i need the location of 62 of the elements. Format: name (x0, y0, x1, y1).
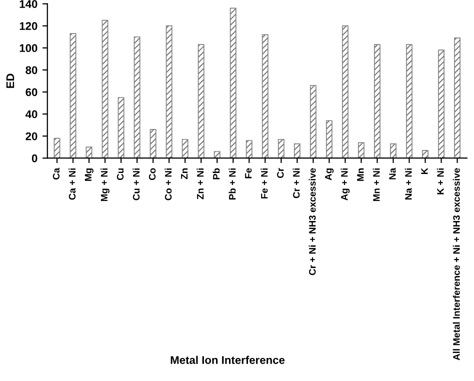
x-tick-label: Ag + Ni (340, 168, 350, 200)
x-tick-label: K (421, 168, 428, 174)
bar (182, 138, 188, 158)
x-tick-label: Ca (52, 168, 60, 180)
bar (454, 38, 461, 158)
bar (294, 143, 300, 158)
x-tick-label: Fe + Ni (260, 168, 268, 198)
y-tick-label: 20 (26, 132, 38, 140)
x-tick-label: Zn + Ni (196, 168, 204, 200)
x-tick-label: Pb (212, 168, 220, 180)
y-tick-label: 140 (20, 0, 38, 8)
x-tick-label: Mg (84, 168, 94, 181)
bar (406, 44, 412, 158)
y-tick-label: 100 (20, 44, 38, 52)
bar (326, 120, 332, 158)
y-tick-label: 0 (32, 154, 38, 162)
bar (278, 138, 284, 158)
x-tick-label: Cu + Ni (132, 168, 140, 200)
y-axis-title: ED (6, 74, 14, 88)
x-tick-label: Cr + Ni (292, 168, 300, 198)
x-tick-label: Zn (181, 168, 188, 180)
bar (374, 44, 380, 158)
x-tick-label: Mg + Ni (100, 168, 110, 202)
y-tick-label: 80 (26, 66, 38, 74)
y-tick-label: 40 (25, 110, 38, 118)
x-tick-label: Ag (325, 168, 334, 180)
x-tick-label: Mn + Ni (372, 168, 380, 202)
x-tick-label: Pb + Ni (228, 168, 236, 200)
bar (342, 25, 348, 158)
bar (70, 33, 76, 158)
x-tick-label: All Metal Interference + Ni + NH3 excessive (452, 168, 460, 360)
bar (358, 142, 364, 158)
bar (438, 50, 444, 158)
bar (86, 146, 92, 158)
bar (134, 36, 140, 158)
x-tick-label: Fe (245, 168, 252, 178)
bar (198, 44, 204, 158)
y-tick-label: 120 (20, 22, 38, 30)
bar (102, 20, 108, 158)
x-tick-label: Ca + Ni (68, 168, 76, 200)
x-tick-label: Na + Ni (404, 168, 412, 200)
bar (246, 140, 252, 158)
bar (262, 34, 268, 158)
bar (390, 143, 396, 158)
bar (310, 84, 316, 158)
bar (150, 129, 156, 158)
x-tick-label: Cr (277, 168, 284, 178)
bar (422, 150, 428, 158)
y-tick-label: 60 (26, 88, 38, 96)
x-tick-label: Co + Ni (164, 168, 172, 200)
bar (166, 25, 172, 158)
bar (54, 138, 60, 158)
bar (214, 151, 220, 158)
x-tick-label: Na (389, 168, 396, 180)
bar (230, 8, 236, 158)
x-tick-label: Cu (116, 168, 124, 180)
x-tick-label: Mn (357, 168, 364, 181)
x-tick-label: Co (148, 168, 156, 180)
x-axis-title: Metal Ion Interference (170, 356, 285, 364)
bar (118, 97, 124, 158)
x-tick-label: K + Ni (436, 168, 444, 194)
x-tick-label: Cr + Ni + NH3 excessive (308, 168, 316, 276)
